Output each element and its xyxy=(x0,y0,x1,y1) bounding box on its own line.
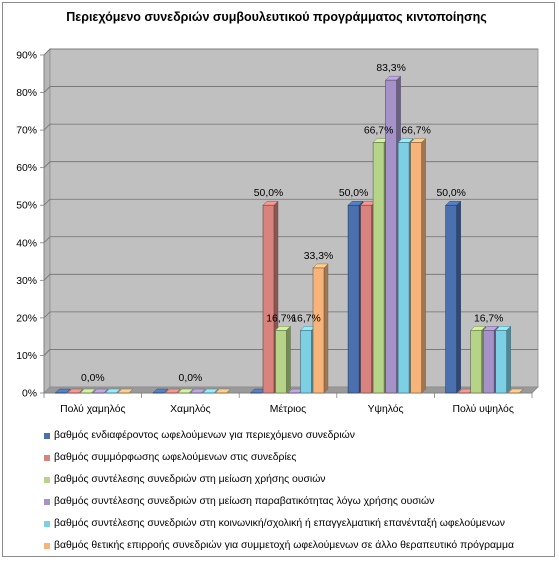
x-tick-label: Μέτριος xyxy=(270,403,306,415)
y-tick-label: 80% xyxy=(16,88,37,99)
bar-side xyxy=(287,326,291,393)
y-tick-label: 70% xyxy=(16,126,37,137)
legend-swatch xyxy=(44,499,50,505)
bar xyxy=(263,205,274,393)
y-tick-label: 10% xyxy=(16,351,37,362)
legend-label: βαθμός συντέλεσης συνεδριών στη μείωση χ… xyxy=(54,474,326,485)
x-tick-label: Υψηλός xyxy=(368,403,404,415)
y-tick-label: 0% xyxy=(22,389,37,400)
legend-label: βαθμός ενδιαφέροντος ωφελούμενων για περ… xyxy=(54,430,355,441)
bar xyxy=(446,205,457,393)
legend-item: βαθμός συντέλεσης συνεδριών στη μείωση χ… xyxy=(44,474,544,496)
y-tick-label: 50% xyxy=(16,201,37,212)
bar-side xyxy=(324,264,328,393)
bar-side xyxy=(507,326,511,393)
bar xyxy=(373,143,384,393)
data-label: 50,0% xyxy=(254,188,283,199)
bar xyxy=(483,330,494,393)
bar xyxy=(411,143,422,393)
bar-side xyxy=(422,139,426,393)
legend-item: βαθμός συντέλεσης συνεδριών στη κοινωνικ… xyxy=(44,518,544,540)
bar xyxy=(496,330,507,393)
x-tick-label: Πολύ υψηλός xyxy=(453,403,514,415)
data-label: 66,7% xyxy=(401,126,430,137)
legend-swatch xyxy=(44,477,50,483)
bar xyxy=(301,330,312,393)
x-tick-label: Χαμηλός xyxy=(170,403,211,415)
legend-item: βαθμός θετικής επιρροής συνεδριών για συ… xyxy=(44,540,544,562)
legend-label: βαθμός συντέλεσης συνεδριών στη μείωση π… xyxy=(54,496,434,507)
legend-item: βαθμός συντέλεσης συνεδριών στη μείωση π… xyxy=(44,496,544,518)
y-tick-label: 30% xyxy=(16,276,37,287)
data-label: 66,7% xyxy=(364,126,393,137)
bar xyxy=(398,143,409,393)
data-label: 16,7% xyxy=(474,313,503,324)
legend-swatch xyxy=(44,433,50,439)
legend-swatch xyxy=(44,455,50,461)
back-wall xyxy=(50,49,538,387)
chart-legend: βαθμός ενδιαφέροντος ωφελούμενων για περ… xyxy=(44,430,544,562)
legend-item: βαθμός ενδιαφέροντος ωφελούμενων για περ… xyxy=(44,430,544,452)
legend-swatch xyxy=(44,521,50,527)
side-wall xyxy=(44,49,50,393)
data-label: 83,3% xyxy=(376,63,405,74)
bar xyxy=(348,205,359,393)
legend-label: βαθμός θετικής επιρροής συνεδριών για συ… xyxy=(54,540,514,551)
data-label: 0,0% xyxy=(81,373,105,384)
y-tick-label: 60% xyxy=(16,163,37,174)
bar xyxy=(276,330,287,393)
bar xyxy=(471,330,482,393)
legend-item: βαθμός συμμόρφωσης ωφελούμενων στις συνε… xyxy=(44,452,544,474)
legend-label: βαθμός συντέλεσης συνεδριών στη κοινωνικ… xyxy=(54,518,505,529)
x-tick-label: Πολύ χαμηλός xyxy=(60,403,125,415)
legend-label: βαθμός συμμόρφωσης ωφελούμενων στις συνε… xyxy=(54,452,296,463)
data-label: 50,0% xyxy=(436,188,465,199)
y-tick-label: 20% xyxy=(16,313,37,324)
y-tick-label: 40% xyxy=(16,238,37,249)
legend-swatch xyxy=(44,543,50,549)
data-label: 0,0% xyxy=(179,373,203,384)
bar-side xyxy=(457,201,461,393)
data-label: 16,7% xyxy=(291,313,320,324)
bar xyxy=(361,205,372,393)
data-label: 33,3% xyxy=(304,251,333,262)
bar xyxy=(313,268,324,393)
data-label: 50,0% xyxy=(339,188,368,199)
y-tick-label: 90% xyxy=(16,51,37,62)
